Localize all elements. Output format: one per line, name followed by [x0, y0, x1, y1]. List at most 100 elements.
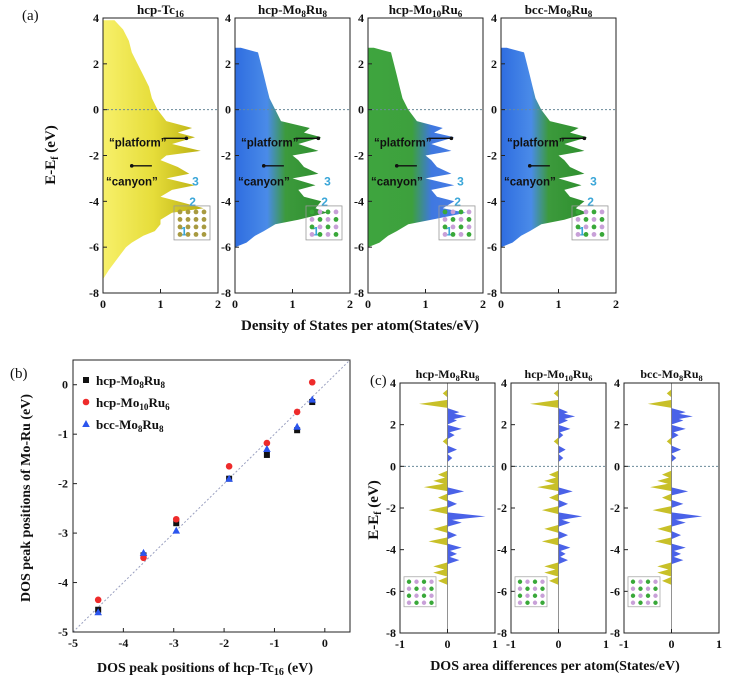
atom [185, 217, 191, 222]
legend-marker [82, 398, 90, 406]
diff-subplot-title-sub2: 8 [699, 374, 703, 383]
diff-spike [654, 537, 672, 546]
y-tick-label: 0 [614, 459, 620, 473]
diff-spike [544, 476, 559, 485]
dos-subplot-title: hcp-Tc16 [137, 2, 184, 19]
atom [525, 586, 530, 591]
atom [466, 217, 472, 222]
atom [450, 232, 456, 237]
x-tick-label: -5 [68, 636, 78, 650]
atom [406, 600, 412, 605]
atom [599, 232, 605, 237]
diff-spike [558, 499, 568, 508]
atom [414, 593, 419, 598]
x-tick-label: 1 [158, 297, 164, 311]
peak-label-1: 1 [579, 225, 586, 239]
dos-subplot-title-sub2: 6 [458, 9, 463, 19]
y-tick-label: 4 [225, 11, 231, 25]
x-tick-label: -2 [219, 636, 229, 650]
peak-label-3: 3 [324, 174, 331, 188]
diff-spike [433, 524, 448, 533]
dos-subplot-title-base: bcc-Mo [525, 2, 567, 17]
diff-spike [657, 524, 672, 533]
diff-subplot-title: bcc-Mo8Ru8 [640, 367, 702, 383]
diff-spike [558, 556, 568, 565]
canyon-label: “canyon” [504, 176, 556, 188]
xlabel-sub: 16 [274, 667, 284, 678]
atom [630, 579, 636, 584]
atom [653, 600, 658, 605]
diff-spike [558, 445, 566, 454]
y-tick-label: 4 [93, 11, 99, 25]
panel-b-tag: (b) [10, 366, 28, 382]
y-tick-label: -6 [221, 240, 231, 254]
atom [442, 209, 448, 215]
panel-b-xlabel: DOS peak positions of hcp-Tc16 (eV) [97, 661, 313, 678]
atom [575, 232, 581, 237]
atom [599, 217, 605, 222]
atom [517, 579, 523, 584]
atom [193, 209, 199, 215]
diff-spike [549, 493, 559, 502]
diff-spike [438, 576, 448, 585]
peak-label-3: 3 [590, 174, 597, 188]
xlabel-tail: (eV) [284, 661, 313, 676]
data-point [293, 422, 301, 430]
atom [406, 586, 412, 591]
atom [177, 217, 183, 222]
atom [429, 579, 434, 584]
atom [532, 579, 538, 584]
x-tick-label: -1 [506, 637, 516, 651]
y-tick-label: -6 [354, 240, 364, 254]
x-tick-label: -1 [269, 636, 279, 650]
x-tick-label: 2 [215, 297, 221, 311]
diff-spike [541, 537, 559, 546]
dos-subplot-title-rest: Ru [441, 2, 458, 17]
atom [458, 217, 464, 222]
diff-spike [558, 431, 564, 440]
atom [466, 232, 472, 237]
atom [638, 593, 643, 598]
diff-spike [447, 543, 462, 552]
atom [317, 209, 323, 215]
inset-box [305, 205, 343, 241]
diff-subplot-title-sub2: 8 [475, 374, 479, 383]
arrow-head [184, 136, 189, 141]
panel-c-ylabel-sub: f [373, 511, 384, 515]
dos-area [501, 47, 588, 248]
peak-label-2: 2 [189, 195, 196, 209]
y-tick-label: 4 [491, 11, 497, 25]
y-tick-label: -6 [386, 584, 396, 598]
inset-box [514, 576, 548, 608]
inset-box [571, 205, 609, 241]
arrow-head [582, 136, 587, 141]
dos-subplot-title: hcp-Mo10Ru6 [389, 2, 463, 19]
diff-spike [541, 506, 559, 515]
x-tick-label: 0 [232, 297, 238, 311]
diff-spike [447, 499, 457, 508]
diff-spike [657, 568, 672, 577]
atom [638, 586, 643, 591]
data-point [140, 554, 147, 562]
dos-subplot-title-sub2: 8 [588, 9, 593, 19]
legend-marker [83, 377, 89, 383]
atom [201, 232, 207, 237]
y-tick-label: -2 [386, 501, 396, 515]
diff-spike [549, 576, 559, 585]
x-tick-label: 0 [556, 637, 562, 651]
x-tick-label: 1 [423, 297, 429, 311]
panel-b-ylabel: DOS peak positions of Mo-Ru (eV) [19, 394, 34, 602]
x-tick-label: 0 [669, 637, 675, 651]
x-tick-label: -3 [169, 636, 179, 650]
atom [429, 586, 434, 591]
panel-c-ylabel: E-Ef (eV) [366, 480, 384, 540]
atom [414, 579, 419, 584]
atom [414, 600, 419, 605]
atom [317, 217, 323, 222]
atom [414, 586, 419, 591]
atom [333, 217, 339, 222]
